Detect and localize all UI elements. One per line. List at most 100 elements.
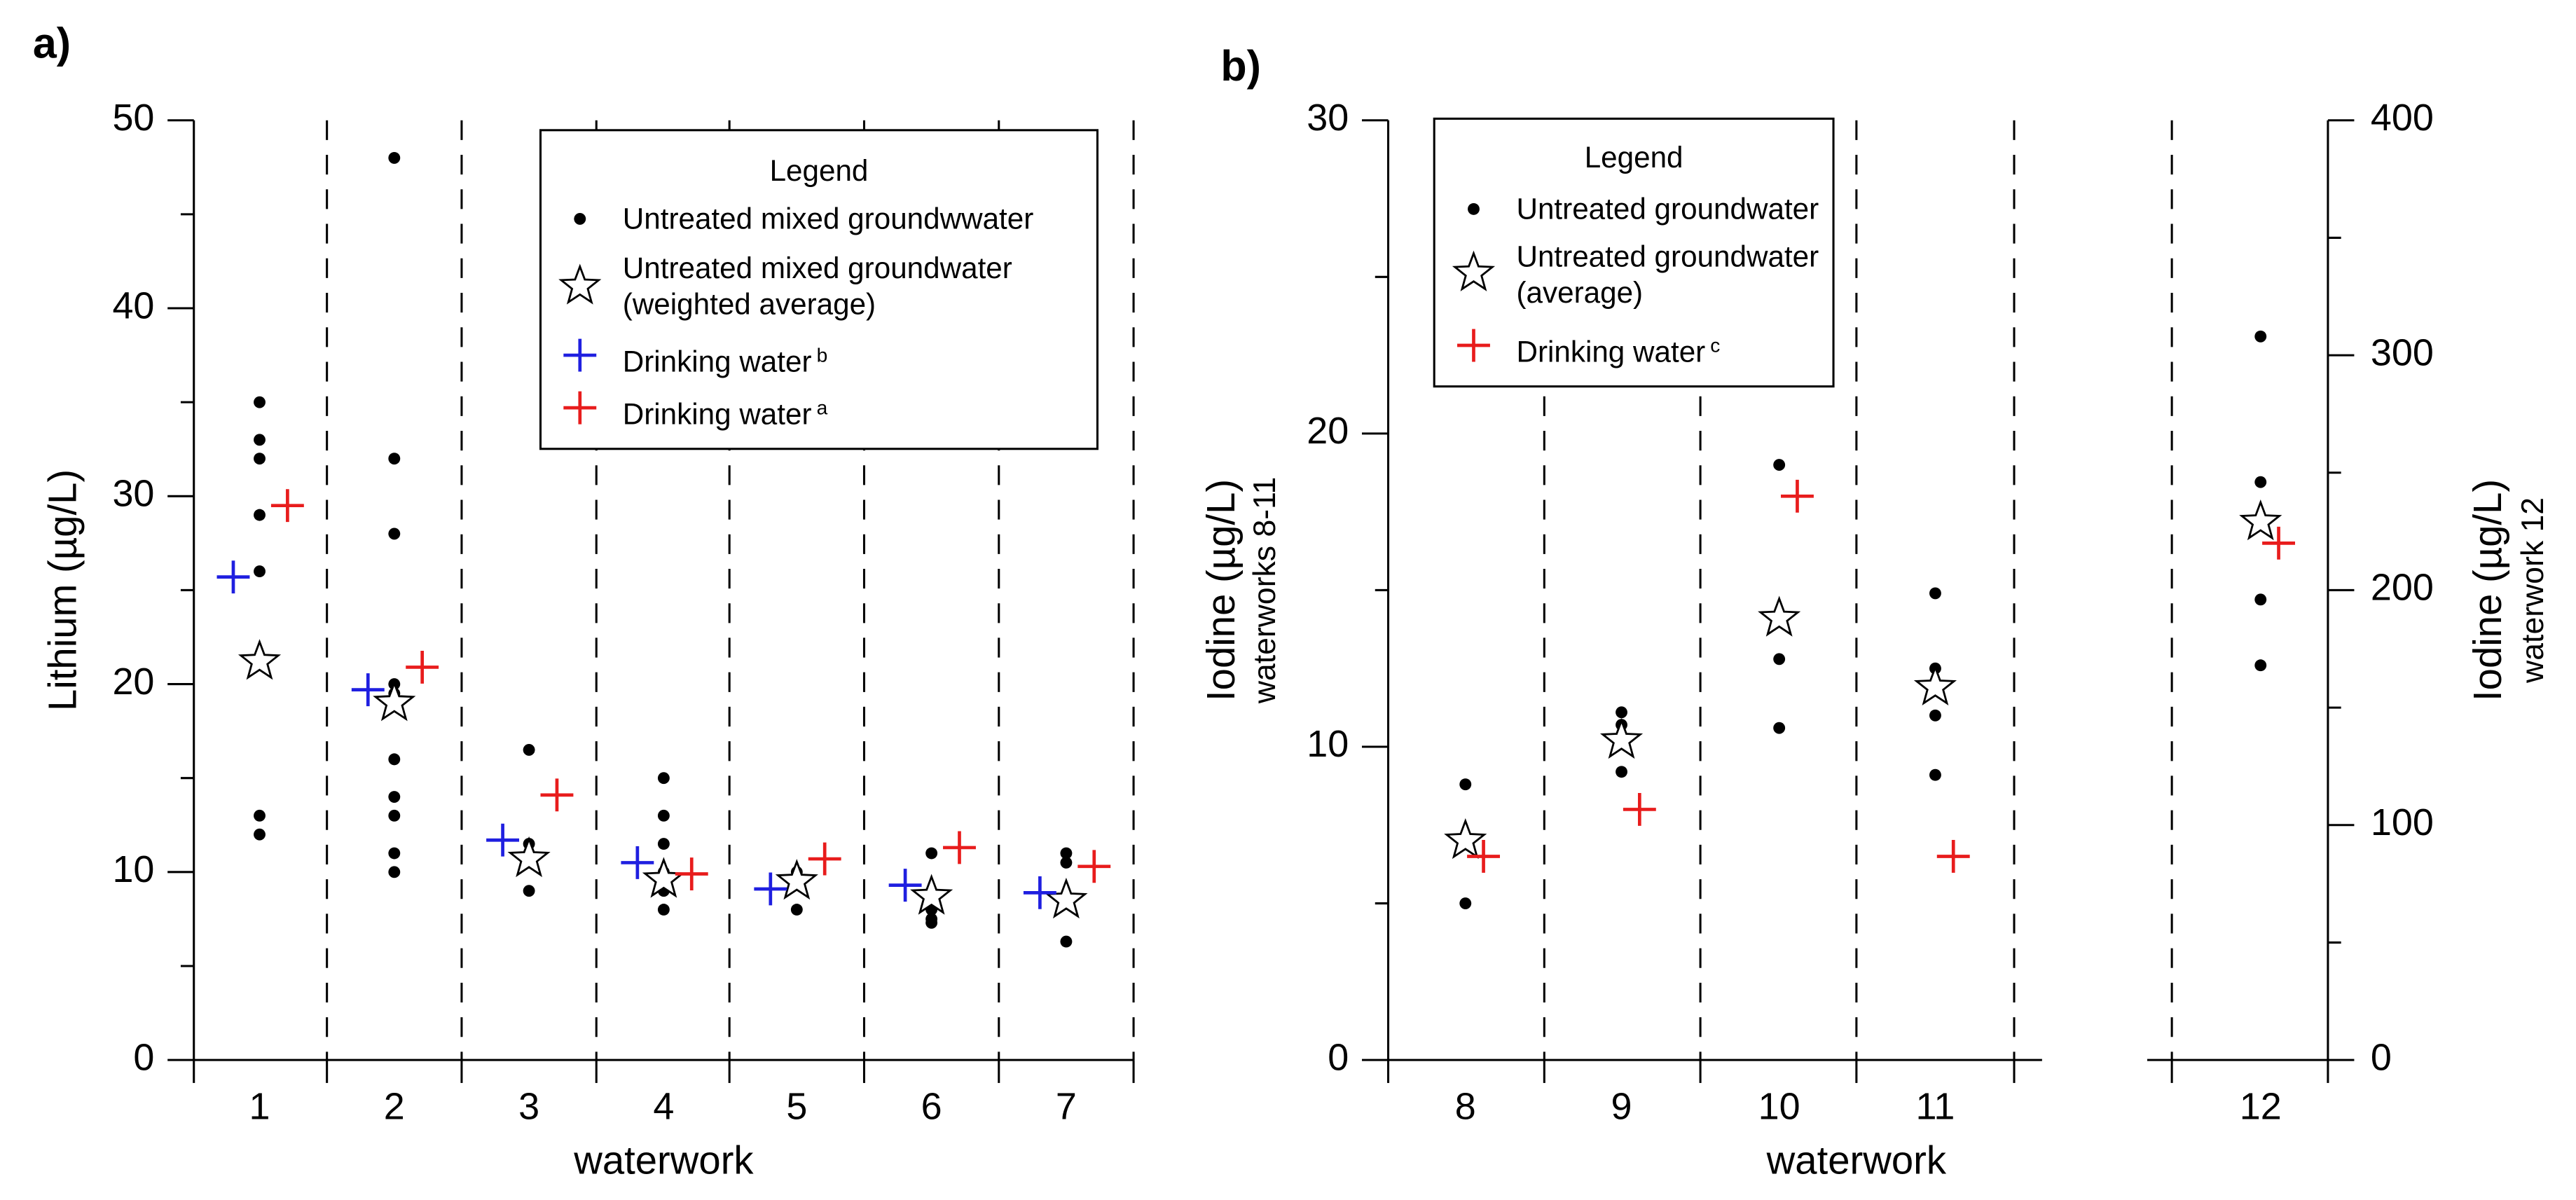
star (1599, 717, 1644, 759)
dot (523, 885, 535, 897)
cross (1023, 876, 1056, 909)
dot (1468, 202, 1480, 215)
star (775, 859, 818, 900)
star (1045, 877, 1088, 919)
y-tick-label: 20 (112, 661, 154, 703)
legend-entry: Untreated groundwater (1516, 191, 1819, 228)
dot (657, 838, 670, 850)
series (1467, 479, 2296, 873)
y-tick-label: 10 (112, 848, 154, 890)
cross (406, 650, 439, 684)
series (1444, 499, 2282, 860)
cross (754, 872, 787, 906)
cross (2262, 526, 2296, 560)
dot (254, 453, 266, 465)
y2-axis-label: Iodine (µg/L) (2465, 479, 2509, 701)
dot (388, 453, 401, 465)
series (237, 639, 1088, 919)
cross (563, 338, 597, 372)
y2-tick-label: 200 (2371, 567, 2434, 609)
legend-label: Untreated groundwater (average) (1516, 240, 1819, 310)
panel-label: b) (1220, 42, 1261, 90)
x-tick-label: 9 (1611, 1086, 1632, 1128)
cross (1781, 479, 1814, 513)
cross (1467, 840, 1501, 873)
dot (1773, 459, 1786, 471)
cross (351, 673, 385, 707)
legend-entry: Drinking water c (1516, 327, 1720, 370)
dot (1773, 653, 1786, 665)
dot (1616, 706, 1627, 719)
cross (1457, 329, 1490, 362)
legend-label: Untreated mixed groundwwater (622, 202, 1034, 235)
dot (2254, 476, 2267, 488)
dot (388, 527, 401, 540)
y-axis-sublabel: waterworks 8-11 (1248, 477, 1282, 705)
cross (675, 857, 708, 890)
y-tick-label: 50 (112, 97, 154, 139)
dot (254, 565, 266, 578)
dot (657, 904, 670, 916)
legend-label: Drinking water (1516, 335, 1706, 368)
x-tick-label: 12 (2240, 1086, 2282, 1128)
star (1452, 250, 1496, 291)
dot (254, 434, 266, 446)
dot (657, 772, 670, 785)
x-tick-label: 5 (786, 1086, 807, 1128)
x-axis-label: waterwork (573, 1138, 754, 1182)
dot (254, 396, 266, 408)
cross (888, 869, 922, 902)
y-tick-label: 10 (1307, 723, 1349, 765)
cross (808, 842, 841, 876)
dot (2254, 659, 2267, 672)
x-tick-label: 2 (384, 1086, 405, 1128)
y-tick-label: 30 (1307, 97, 1349, 139)
legend-texts: Untreated mixed groundwwater Untreated mi… (622, 201, 1034, 431)
y-tick-label: 0 (1328, 1036, 1349, 1078)
dot (1060, 935, 1073, 948)
legend-title: Legend (770, 154, 869, 187)
x-tick-label: 10 (1758, 1086, 1800, 1128)
legend-label: Drinking water (622, 398, 812, 431)
dot (388, 151, 401, 164)
x-tick-label: 7 (1056, 1086, 1077, 1128)
legend-entry: Untreated groundwater (average) (1516, 239, 1819, 311)
y2-axis-sublabel: waterwork 12 (2516, 497, 2550, 684)
y2-tick-label: 300 (2371, 331, 2434, 373)
star (2239, 499, 2282, 541)
dot (2254, 330, 2267, 343)
dot (1929, 587, 1941, 600)
star (1444, 818, 1487, 860)
dot (1459, 897, 1472, 909)
legend-entry: Drinking water b (623, 337, 828, 380)
x-tick-label: 8 (1455, 1086, 1476, 1128)
dot (1060, 856, 1073, 869)
dot (925, 847, 938, 860)
x-tick-label: 4 (653, 1086, 674, 1128)
star (373, 680, 416, 722)
legend-label: Untreated groundwater (1516, 192, 1819, 226)
dot (657, 809, 670, 822)
cross (1623, 792, 1656, 826)
dot (254, 509, 266, 521)
dot (925, 916, 938, 929)
legend-label: Drinking water (622, 345, 812, 378)
x-tick-label: 3 (518, 1086, 539, 1128)
y-tick-label: 40 (112, 284, 154, 326)
legend-superscript: a (816, 396, 828, 420)
cross (216, 560, 250, 594)
y-tick-label: 20 (1307, 410, 1349, 452)
star (558, 263, 602, 305)
x-tick-label: 11 (1915, 1086, 1955, 1128)
legend-entry: Untreated mixed groundwwater (623, 201, 1034, 237)
dot (1929, 709, 1941, 722)
y2-tick-label: 0 (2371, 1036, 2392, 1078)
dot (388, 809, 401, 822)
cross (1936, 840, 1970, 873)
star (237, 639, 282, 680)
star (1758, 595, 1801, 637)
dot (388, 791, 401, 803)
cross (943, 831, 976, 864)
x-tick-label: 1 (249, 1086, 270, 1128)
